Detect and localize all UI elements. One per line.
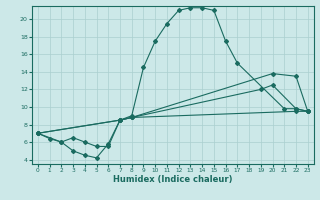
X-axis label: Humidex (Indice chaleur): Humidex (Indice chaleur) [113,175,233,184]
